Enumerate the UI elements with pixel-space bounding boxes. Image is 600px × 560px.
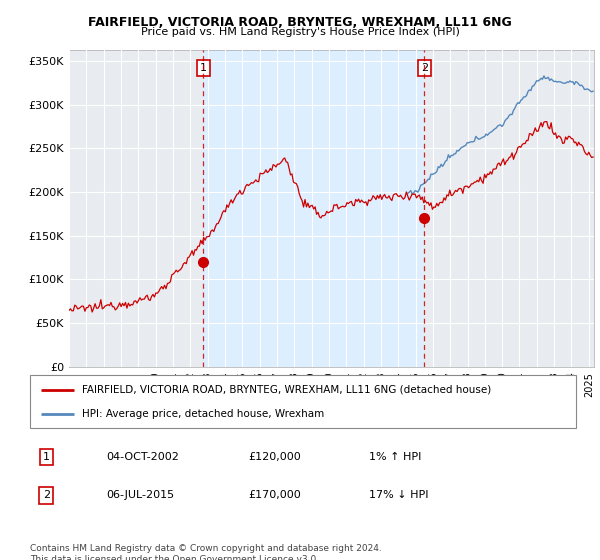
Text: Contains HM Land Registry data © Crown copyright and database right 2024.
This d: Contains HM Land Registry data © Crown c… bbox=[30, 544, 382, 560]
Text: FAIRFIELD, VICTORIA ROAD, BRYNTEG, WREXHAM, LL11 6NG (detached house): FAIRFIELD, VICTORIA ROAD, BRYNTEG, WREXH… bbox=[82, 385, 491, 395]
Text: 17% ↓ HPI: 17% ↓ HPI bbox=[368, 491, 428, 501]
Text: 1% ↑ HPI: 1% ↑ HPI bbox=[368, 452, 421, 462]
FancyBboxPatch shape bbox=[30, 375, 576, 428]
Text: HPI: Average price, detached house, Wrexham: HPI: Average price, detached house, Wrex… bbox=[82, 409, 324, 419]
Text: 06-JUL-2015: 06-JUL-2015 bbox=[106, 491, 175, 501]
Text: FAIRFIELD, VICTORIA ROAD, BRYNTEG, WREXHAM, LL11 6NG: FAIRFIELD, VICTORIA ROAD, BRYNTEG, WREXH… bbox=[88, 16, 512, 29]
Text: £170,000: £170,000 bbox=[248, 491, 301, 501]
Text: £120,000: £120,000 bbox=[248, 452, 301, 462]
Bar bbox=[203, 50, 424, 367]
Text: 2: 2 bbox=[421, 63, 428, 73]
Text: 1: 1 bbox=[43, 452, 50, 462]
Text: 04-OCT-2002: 04-OCT-2002 bbox=[106, 452, 179, 462]
Text: 1: 1 bbox=[200, 63, 207, 73]
Text: Price paid vs. HM Land Registry's House Price Index (HPI): Price paid vs. HM Land Registry's House … bbox=[140, 27, 460, 37]
Text: 2: 2 bbox=[43, 491, 50, 501]
